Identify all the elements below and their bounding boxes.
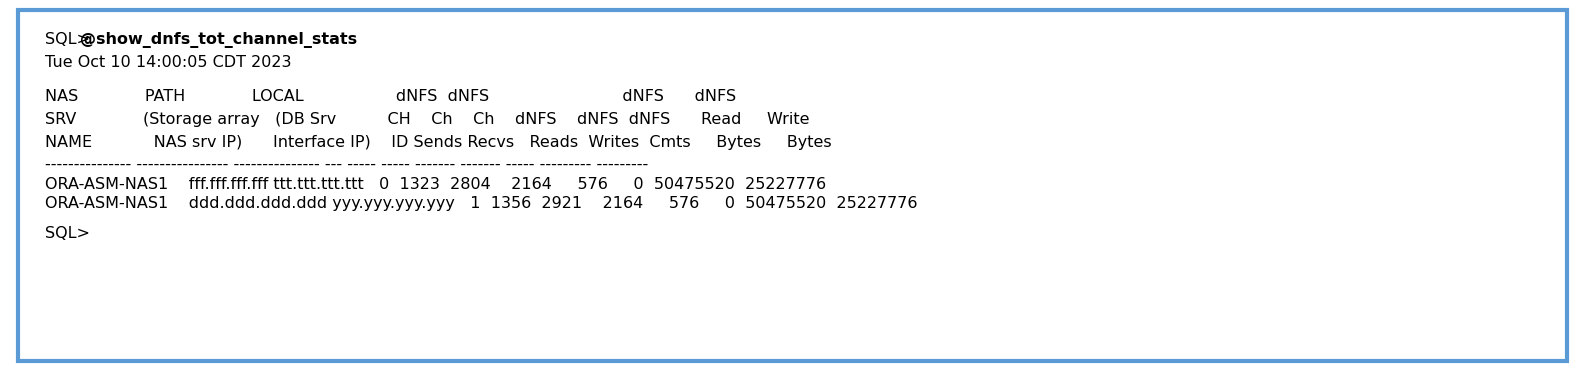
Text: --------------- ---------------- --------------- --- ----- ----- ------- -------: --------------- ---------------- -------… (44, 157, 648, 173)
Text: NAS             PATH             LOCAL                  dNFS  dNFS              : NAS PATH LOCAL dNFS dNFS (44, 89, 735, 104)
Text: NAME            NAS srv IP)      Interface IP)    ID Sends Recvs   Reads  Writes: NAME NAS srv IP) Interface IP) ID Sends … (44, 135, 832, 150)
Text: @show_dnfs_tot_channel_stats: @show_dnfs_tot_channel_stats (79, 32, 357, 48)
Text: ORA-ASM-NAS1    fff.fff.fff.fff ttt.ttt.ttt.ttt   0  1323  2804    2164     576 : ORA-ASM-NAS1 fff.fff.fff.fff ttt.ttt.ttt… (44, 177, 826, 192)
Text: Tue Oct 10 14:00:05 CDT 2023: Tue Oct 10 14:00:05 CDT 2023 (44, 55, 292, 70)
Text: SRV             (Storage array   (DB Srv          CH    Ch    Ch    dNFS    dNFS: SRV (Storage array (DB Srv CH Ch Ch dNFS… (44, 112, 810, 127)
Text: ORA-ASM-NAS1    ddd.ddd.ddd.ddd yyy.yyy.yyy.yyy   1  1356  2921    2164     576 : ORA-ASM-NAS1 ddd.ddd.ddd.ddd yyy.yyy.yyy… (44, 196, 918, 211)
Text: SQL>: SQL> (44, 226, 90, 241)
Text: SQL>: SQL> (44, 32, 95, 47)
FancyBboxPatch shape (17, 10, 1568, 361)
